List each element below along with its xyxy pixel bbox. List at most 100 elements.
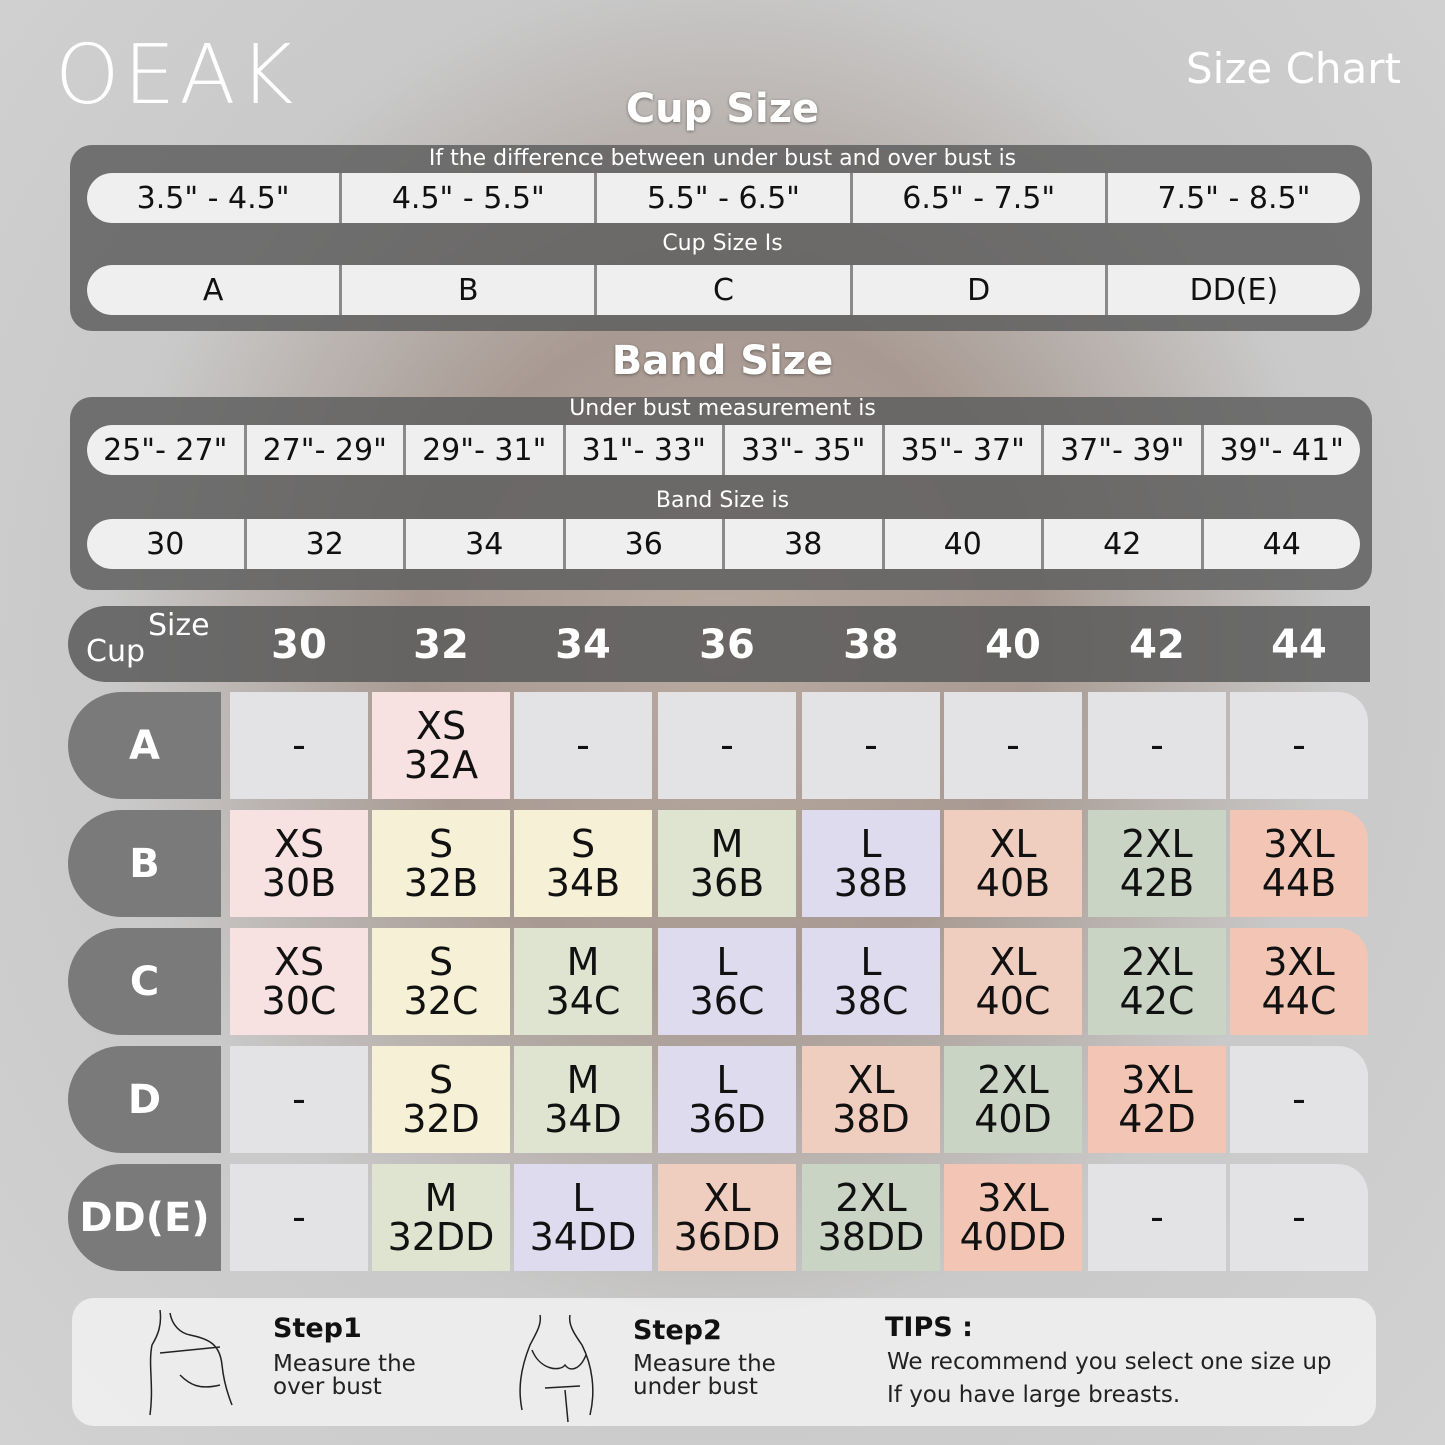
step1-line1: Measure the [273, 1351, 416, 1377]
size-cell: - [1230, 1046, 1368, 1153]
cup-row-label: C [68, 928, 221, 1035]
size-label: M [710, 821, 744, 866]
tips-title: TIPS : [885, 1312, 973, 1343]
size-label: 3XL [977, 1175, 1049, 1220]
size-cell: XS 30C [230, 928, 368, 1035]
size-label: - [1292, 1195, 1306, 1239]
bra-size-code: 40B [975, 860, 1051, 905]
measurement-pill: 31"- 33" [565, 425, 722, 475]
size-label: L [716, 1057, 738, 1102]
cup-size-heading: Cup Size [625, 86, 820, 132]
size-label: L [716, 939, 738, 984]
size-cell: S 34B [514, 810, 652, 917]
size-label: M [566, 939, 600, 984]
size-cell: 3XL 44C [1230, 928, 1368, 1035]
size-cell: XL 40B [944, 810, 1082, 917]
step1-title: Step1 [273, 1313, 362, 1344]
band-column-header: 40 [985, 622, 1041, 668]
band-pill: 30 [87, 519, 244, 569]
size-cell: M 36B [658, 810, 796, 917]
size-cell: L 36C [658, 928, 796, 1035]
size-cell: - [230, 1164, 368, 1271]
step2-title: Step2 [633, 1315, 722, 1346]
size-label: S [428, 1057, 454, 1102]
bra-size-code: 38D [832, 1096, 910, 1141]
size-label: 2XL [977, 1057, 1049, 1102]
measurement-pill: 37"- 39" [1044, 425, 1201, 475]
size-cell: 3XL 44B [1230, 810, 1368, 917]
size-label: - [1292, 1077, 1306, 1121]
size-label: - [1150, 1195, 1164, 1239]
size-label: 2XL [1121, 939, 1193, 984]
bra-size-code: 40DD [959, 1214, 1067, 1259]
size-cell: XS 30B [230, 810, 368, 917]
corner-cup-label: Cup [86, 634, 146, 669]
size-cell: - [514, 692, 652, 799]
size-cell: XL 36DD [658, 1164, 796, 1271]
size-cell: XS 32A [372, 692, 510, 799]
size-cell: - [1088, 1164, 1226, 1271]
band-column-header: 36 [699, 622, 755, 668]
bra-size-code: 42D [1118, 1096, 1196, 1141]
bra-size-code: 34D [544, 1096, 622, 1141]
grid-header [68, 606, 1370, 682]
size-cell: - [1230, 692, 1368, 799]
size-cell: XL 40C [944, 928, 1082, 1035]
size-label: 3XL [1121, 1057, 1193, 1102]
band-size-heading: Band Size [611, 338, 834, 384]
bra-size-code: 36C [689, 978, 765, 1023]
bra-size-code: 32B [403, 860, 479, 905]
cup-row-label: DD(E) [68, 1164, 221, 1271]
size-label: - [864, 723, 878, 767]
difference-pill: 7.5" - 8.5" [1107, 173, 1360, 223]
cup-caption-1: If the difference between under bust and… [428, 146, 1017, 171]
cup-pill: D [852, 265, 1105, 315]
size-label: XS [415, 703, 467, 748]
size-label: XS [273, 821, 325, 866]
size-label: XS [273, 939, 325, 984]
size-cell: - [230, 1046, 368, 1153]
size-cell: M 32DD [372, 1164, 510, 1271]
cup-pill: B [342, 265, 595, 315]
cup-row-label: D [68, 1046, 221, 1153]
size-cell: - [802, 692, 940, 799]
cup-pill: A [87, 265, 340, 315]
cup-pill: C [597, 265, 850, 315]
size-cell: - [230, 692, 368, 799]
measurement-pill: 29"- 31" [406, 425, 563, 475]
size-label: XL [989, 939, 1037, 984]
bra-size-code: 40D [974, 1096, 1052, 1141]
cup-row-label: B [68, 810, 221, 917]
band-column-header: 34 [555, 622, 611, 668]
bra-size-code: 34C [545, 978, 621, 1023]
band-caption-1: Under bust measurement is [569, 396, 876, 421]
size-label: S [428, 821, 454, 866]
size-cell: L 34DD [514, 1164, 652, 1271]
size-label: 2XL [835, 1175, 907, 1220]
size-label: 2XL [1121, 821, 1193, 866]
difference-pill: 6.5" - 7.5" [852, 173, 1105, 223]
bra-size-code: 34DD [529, 1214, 637, 1259]
size-label: 3XL [1263, 821, 1335, 866]
band-column-header: 44 [1271, 622, 1327, 668]
bra-size-code: 38DD [817, 1214, 925, 1259]
band-pill: 32 [246, 519, 403, 569]
bra-size-code: 42B [1119, 860, 1195, 905]
size-label: - [292, 723, 306, 767]
size-cell: 3XL 40DD [944, 1164, 1082, 1271]
under-bust-figure-icon [519, 1314, 594, 1423]
band-pill: 44 [1203, 519, 1360, 569]
bra-size-code: 36D [688, 1096, 766, 1141]
measurement-pill: 25"- 27" [87, 425, 244, 475]
size-label: - [292, 1195, 306, 1239]
brand-logo: OEAK [55, 28, 298, 123]
bra-size-code: 42C [1119, 978, 1195, 1023]
band-pill: 36 [565, 519, 722, 569]
measurement-pill: 27"- 29" [246, 425, 403, 475]
size-label: XL [847, 1057, 895, 1102]
size-label: L [860, 821, 882, 866]
size-cell: 2XL 40D [944, 1046, 1082, 1153]
bra-size-code: 38B [833, 860, 909, 905]
cup-row: A B C D DD(E) [87, 265, 1360, 315]
tips-line1: We recommend you select one size up [887, 1349, 1332, 1375]
